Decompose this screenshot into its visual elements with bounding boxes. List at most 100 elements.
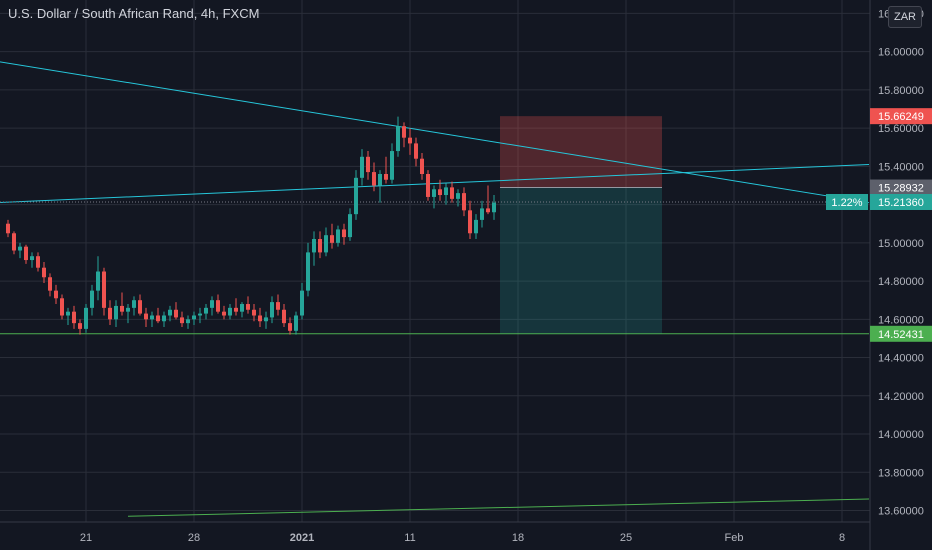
candle-body <box>72 311 76 324</box>
candle-body <box>186 319 190 324</box>
candle-body <box>174 309 178 318</box>
candle <box>54 284 58 305</box>
candle <box>432 185 436 209</box>
candle-body <box>12 233 16 251</box>
candle <box>324 227 328 257</box>
candle-body <box>210 300 214 308</box>
y-tick-label: 15.80000 <box>878 85 924 97</box>
price-label-entry: 15.28932 <box>878 183 924 195</box>
candles <box>6 116 496 335</box>
candle <box>234 298 238 316</box>
candle-body <box>312 239 316 253</box>
currency-button[interactable]: ZAR <box>888 6 922 28</box>
candle-body <box>282 309 286 324</box>
y-tick-label: 16.00000 <box>878 47 924 59</box>
price-label-bg <box>870 193 932 210</box>
candle-body <box>354 177 358 215</box>
candle-body <box>78 323 82 329</box>
candle <box>162 311 166 327</box>
candle <box>420 152 424 180</box>
candle <box>294 311 298 335</box>
candle-body <box>144 313 148 320</box>
candle <box>450 181 454 203</box>
candle-body <box>264 317 268 322</box>
candle-body <box>156 315 160 322</box>
candle <box>210 296 214 316</box>
candle <box>24 244 28 264</box>
candle-body <box>408 137 412 144</box>
candle-body <box>228 307 232 316</box>
grid <box>0 0 870 522</box>
candle <box>150 311 154 327</box>
candle-body <box>108 307 112 320</box>
candle-body <box>480 208 484 220</box>
candle-body <box>486 208 490 213</box>
percent-badge-bg <box>826 193 868 210</box>
candle-body <box>456 193 460 199</box>
take-profit-zone <box>500 187 662 334</box>
candle-body <box>438 189 442 196</box>
candle <box>114 300 118 327</box>
candle <box>360 149 364 186</box>
candle-body <box>336 229 340 243</box>
trendlines[interactable] <box>0 61 870 517</box>
candle <box>318 231 322 259</box>
candle <box>246 296 250 314</box>
candle-body <box>114 305 118 320</box>
candle-body <box>234 307 238 312</box>
candle-body <box>126 307 130 312</box>
candle <box>108 300 112 326</box>
candle <box>126 304 130 324</box>
candle <box>480 200 484 228</box>
candle <box>414 137 418 167</box>
candle <box>72 305 76 329</box>
candle <box>204 304 208 320</box>
y-tick-label: 14.60000 <box>878 314 924 326</box>
candle-body <box>402 126 406 138</box>
trendline-ascending <box>0 163 870 204</box>
x-tick-label: 21 <box>80 532 92 544</box>
candle <box>78 319 82 335</box>
trendline-descending <box>0 61 870 204</box>
candle-body <box>240 304 244 312</box>
candle-body <box>492 202 496 213</box>
y-tick-label: 15.00000 <box>878 238 924 250</box>
candle <box>456 189 460 207</box>
stop-loss-zone <box>500 116 662 188</box>
candle <box>156 307 160 324</box>
candle <box>342 223 346 245</box>
candle <box>12 231 16 255</box>
candle-body <box>36 256 40 268</box>
candle <box>132 296 136 316</box>
candle-body <box>384 174 388 180</box>
candle <box>390 143 394 184</box>
candle <box>306 242 310 297</box>
candle <box>282 304 286 327</box>
candle-body <box>360 156 364 178</box>
y-tick-label: 14.80000 <box>878 276 924 288</box>
price-label-bg <box>870 325 932 342</box>
price-label-last: 15.21360 <box>878 197 924 209</box>
candle-body <box>330 235 334 243</box>
candle <box>486 185 490 215</box>
candle-body <box>60 298 64 316</box>
x-tick-label: 11 <box>404 532 415 544</box>
candle-body <box>306 252 310 291</box>
candle-body <box>318 239 322 253</box>
candle <box>270 296 274 324</box>
long-short-position-tool[interactable] <box>500 116 662 334</box>
candle-body <box>288 323 292 331</box>
candle-body <box>462 193 466 211</box>
candle <box>462 187 466 217</box>
candle <box>258 307 262 327</box>
candle-body <box>300 290 304 316</box>
price-label-bg <box>870 179 932 196</box>
candle-body <box>102 271 106 308</box>
candle-body <box>120 305 124 312</box>
candle <box>180 311 184 327</box>
candle-body <box>342 229 346 238</box>
x-tick-label: 28 <box>188 532 200 544</box>
candle <box>240 302 244 318</box>
candle-body <box>90 290 94 308</box>
